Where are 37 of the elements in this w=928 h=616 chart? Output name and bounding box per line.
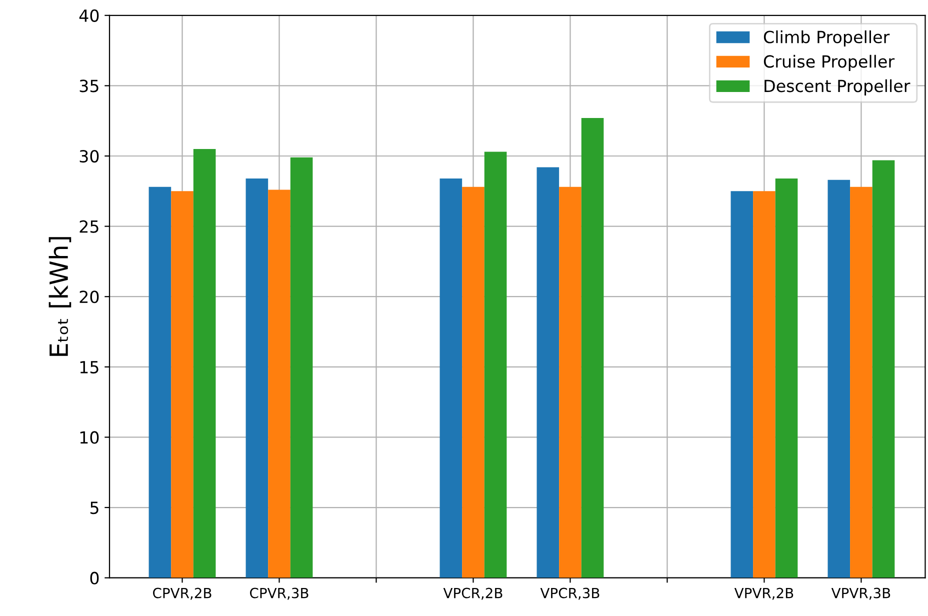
bar xyxy=(730,191,754,578)
bar xyxy=(462,186,484,578)
legend-label: Descent Propeller xyxy=(764,79,910,96)
x-tick-label: VPCR,3B xyxy=(540,588,600,600)
y-tick-label: 20 xyxy=(80,290,99,304)
bar xyxy=(872,160,895,578)
y-tick-label: 30 xyxy=(80,150,99,163)
bar xyxy=(753,191,776,578)
x-tick-label: VPCR,2B xyxy=(443,588,502,600)
y-tick-label: 0 xyxy=(90,572,99,584)
bar xyxy=(440,178,462,578)
bar xyxy=(290,157,313,578)
bar xyxy=(828,180,850,578)
bar xyxy=(268,190,290,578)
x-tick-label: CPVR,2B xyxy=(153,588,212,600)
y-tick-label: 5 xyxy=(90,502,98,514)
x-tick-label: CPVR,3B xyxy=(250,588,308,600)
legend-label: Cruise Propeller xyxy=(764,54,895,71)
x-tick-label: VPVR,2B xyxy=(734,588,794,600)
y-tick-label: 25 xyxy=(80,220,98,233)
bar xyxy=(536,167,560,578)
bar xyxy=(559,186,582,578)
bar xyxy=(850,186,872,578)
bar xyxy=(775,178,798,578)
y-tick-label: 15 xyxy=(80,361,98,374)
bar xyxy=(246,178,268,578)
y-tick-label: 10 xyxy=(80,431,99,444)
legend-label: Climb Propeller xyxy=(764,30,890,47)
bar xyxy=(148,186,172,578)
y-tick-label: 35 xyxy=(80,80,98,92)
y-axis-title: Eₜₒₜ [kWh] xyxy=(48,237,72,356)
bar xyxy=(193,148,216,578)
bar xyxy=(581,118,604,578)
bar xyxy=(171,191,194,578)
x-tick-label: VPVR,3B xyxy=(831,588,890,600)
y-tick-label: 40 xyxy=(79,9,99,22)
bar xyxy=(484,152,507,578)
